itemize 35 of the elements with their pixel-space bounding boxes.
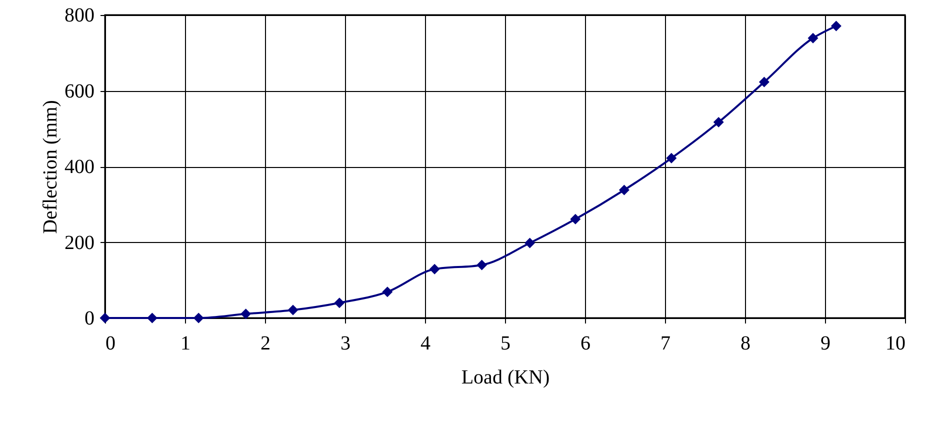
point	[618, 184, 630, 196]
point	[193, 312, 204, 324]
point	[713, 116, 724, 128]
x-tick-label: 7	[660, 332, 670, 354]
y-tick-label: 0	[84, 308, 94, 330]
y-tick-label: 800	[64, 4, 94, 26]
y-tick-label: 200	[64, 232, 94, 254]
point	[758, 76, 770, 88]
x-tick-label: 8	[740, 332, 750, 354]
point	[830, 20, 842, 32]
x-tick-label: 10	[886, 332, 906, 354]
x-axis-title: Load (KN)	[461, 366, 550, 388]
y-axis-title: Deflection (mm)	[40, 100, 62, 234]
x-tick-label: 3	[340, 332, 350, 354]
x-tick-label: 2	[260, 332, 270, 354]
x-tick-label: 0	[106, 332, 116, 354]
point	[666, 152, 677, 164]
point	[429, 264, 440, 274]
y-tick-label: 400	[64, 156, 94, 178]
y-tick-label: 600	[64, 80, 94, 102]
point	[334, 298, 345, 308]
x-tick-label: 6	[580, 332, 590, 354]
x-tick-label: 5	[500, 332, 510, 354]
point	[288, 304, 298, 316]
point	[100, 312, 110, 324]
x-tick-label: 4	[420, 332, 430, 354]
point	[476, 260, 488, 270]
point	[240, 308, 252, 320]
point	[570, 214, 581, 224]
point	[382, 286, 393, 298]
point	[808, 32, 818, 44]
x-tick-label: 9	[820, 332, 830, 354]
point	[146, 312, 158, 324]
point	[524, 238, 536, 248]
x-tick-label: 1	[180, 332, 190, 354]
